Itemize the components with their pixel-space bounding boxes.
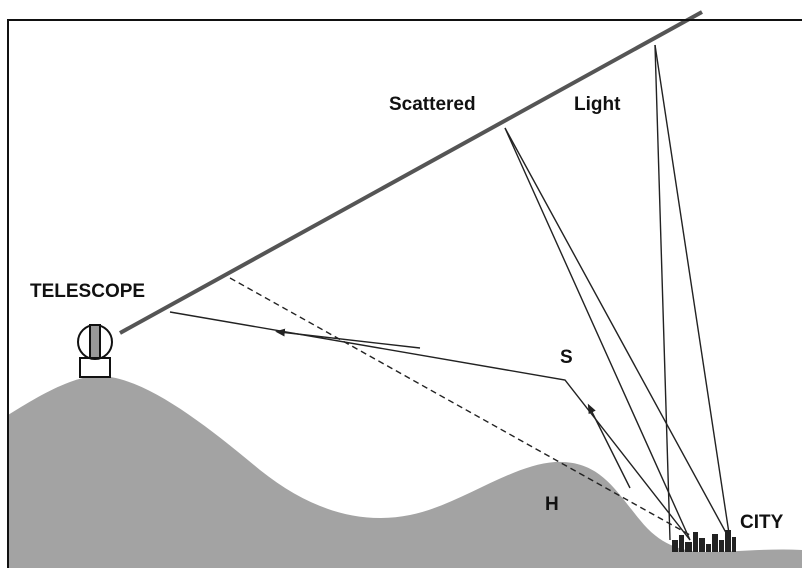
label: S xyxy=(560,347,573,368)
label: Scattered xyxy=(389,94,476,115)
label: TELESCOPE xyxy=(30,281,145,302)
diagram: Scattered Light TELESCOPE S H CITY xyxy=(0,0,802,568)
label: H xyxy=(545,494,559,515)
page: Scattered Light TELESCOPE S H CITY (() =… xyxy=(0,0,802,568)
label: Light xyxy=(574,94,621,115)
label: CITY xyxy=(740,512,784,533)
telescope-icon xyxy=(78,325,112,377)
